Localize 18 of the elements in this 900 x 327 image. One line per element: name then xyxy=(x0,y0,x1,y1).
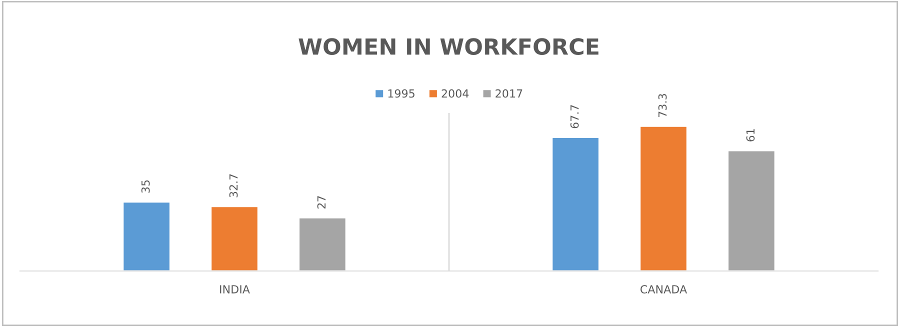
data-label: 32.7 xyxy=(229,174,238,198)
bar xyxy=(551,136,600,271)
legend-label: 2004 xyxy=(442,89,469,98)
x-tick-label: INDIA xyxy=(220,285,250,294)
data-label: 35 xyxy=(141,180,150,193)
x-tick-label: CANADA xyxy=(640,285,688,294)
bar xyxy=(298,216,347,271)
bar xyxy=(210,206,259,271)
bar xyxy=(727,150,776,271)
data-label: 61 xyxy=(746,129,755,142)
chart-title: WOMEN IN WORKFORCE xyxy=(298,38,598,55)
bar xyxy=(639,126,688,271)
legend-label: 1995 xyxy=(388,89,414,98)
data-label: 27 xyxy=(317,196,326,209)
data-label: 73.3 xyxy=(658,94,667,117)
data-label: 67.7 xyxy=(570,105,579,128)
legend-label: 2017 xyxy=(496,89,522,98)
bar xyxy=(122,201,171,271)
